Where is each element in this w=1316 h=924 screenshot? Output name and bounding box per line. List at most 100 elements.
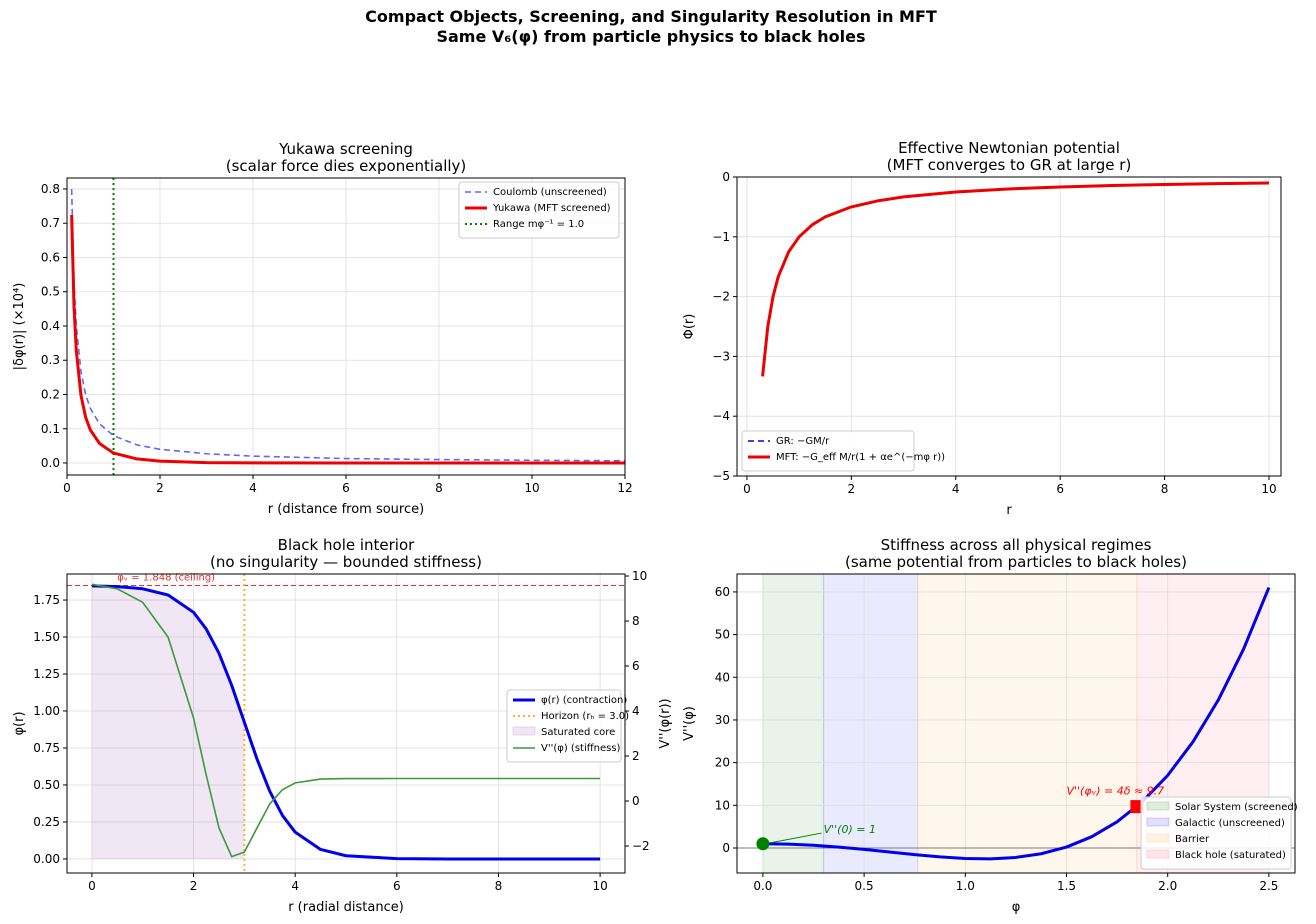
legend-swatch: [512, 726, 536, 736]
panel-p3: φᵥ = 1.848 (ceiling) 0 2 4 6 8 10 0.00 0.25 0.50 0…: [12, 536, 673, 915]
x-tick-label: 10: [1261, 482, 1276, 496]
y-tick-label: 0.6: [41, 250, 60, 264]
y-tick-label: 1.25: [33, 667, 60, 681]
legend-label: Saturated core: [541, 727, 615, 738]
plot-area: [67, 574, 625, 873]
x-axis-label: r (radial distance): [288, 900, 404, 915]
y-tick-label: 0.5: [41, 285, 60, 299]
region-2: [917, 574, 1138, 873]
y-axis-label: Φ(r): [682, 314, 697, 340]
panel-p1: 0 2 4 6 8 10 12 0.0 0.1 0.2 0.3 0.4 0.5 0.6 0.7 0.8 Yuka…: [12, 140, 633, 517]
x-tick-label: 4: [249, 481, 257, 495]
x-tick-label: 2: [190, 879, 198, 893]
series-line-0: [91, 584, 601, 861]
legend-box: [458, 181, 620, 239]
legend-label: Coulomb (unscreened): [493, 187, 607, 198]
y-tick-label: 0: [722, 841, 730, 855]
x-tick-label: 8: [1161, 482, 1169, 496]
y-tick-label: 0.0: [41, 456, 60, 470]
region-1: [823, 574, 919, 873]
legend-box: [741, 430, 915, 472]
legend-label: Barrier: [1175, 834, 1210, 845]
y-tick-label: 60: [715, 585, 730, 599]
y2-tick-label: 0: [632, 794, 640, 808]
legend-label: Solar System (screened): [1175, 802, 1298, 813]
y-tick-label: 1.00: [33, 704, 60, 718]
legend: GR: −GM/r MFT: −G_eff M/r(1 + αe^(−mφ r)): [741, 430, 945, 472]
y-tick-label: −5: [712, 469, 730, 483]
y-axis-label: |δφ(r)| (×10⁴): [12, 283, 27, 371]
y-tick-label: 0.75: [33, 741, 60, 755]
x-tick-label: 2: [848, 482, 856, 496]
legend-swatch: [1146, 833, 1170, 843]
x-tick-label: 2: [156, 481, 164, 495]
annotation-v0: V''(0) = 1: [824, 823, 876, 836]
series-line-1: [761, 181, 1270, 377]
y-tick-label: 0.00: [33, 852, 60, 866]
x-tick-label: 4: [952, 482, 960, 496]
legend-label: φ(r) (contraction): [541, 695, 627, 706]
annotation-vphi: V''(φᵥ) = 4δ ≈ 9.7: [1066, 785, 1164, 798]
ceiling-label: φᵥ = 1.848 (ceiling): [117, 573, 215, 584]
x-tick-label: 12: [617, 481, 632, 495]
y-tick-label: 40: [715, 670, 730, 684]
x-tick-label: 0: [743, 482, 751, 496]
y2-tick-label: 2: [632, 749, 640, 763]
y2-tick-label: 8: [632, 614, 640, 628]
x-tick-label: 6: [393, 879, 401, 893]
panel-title-line2: (no singularity — bounded stiffness): [210, 553, 482, 571]
axes-frame: [66, 573, 626, 874]
y-tick-label: 0.1: [41, 422, 60, 436]
x-tick-label: 2.5: [1259, 879, 1278, 893]
legend: Coulomb (unscreened) Yukawa (MFT screened…: [458, 181, 620, 239]
legend-label: GR: −GM/r: [776, 436, 830, 447]
y2-tick-label: 4: [632, 704, 640, 718]
y-tick-label: 0.8: [41, 182, 60, 196]
x-tick-label: 0.5: [855, 879, 874, 893]
legend-label: Range mφ⁻¹ = 1.0: [493, 219, 584, 230]
x-tick-label: 2.0: [1158, 879, 1177, 893]
panel-title-line1: Yukawa screening: [278, 140, 413, 158]
legend-box: [506, 689, 622, 763]
x-tick-label: 4: [291, 879, 299, 893]
y-axis-label: φ(r): [12, 711, 27, 735]
x-axis-label: r: [1006, 503, 1012, 518]
saturated-core-fill: [91, 585, 245, 859]
y-tick-label: −2: [712, 290, 730, 304]
series-line-1: [91, 583, 601, 858]
axes-frame: [736, 573, 1296, 874]
x-tick-label: 10: [592, 879, 607, 893]
suptitle-line1: Compact Objects, Screening, and Singular…: [365, 7, 937, 26]
y-tick-label: 20: [715, 756, 730, 770]
x-tick-label: 1.0: [956, 879, 975, 893]
y-tick-label: 1.75: [33, 593, 60, 607]
legend-label: Galactic (unscreened): [1175, 818, 1285, 829]
x-tick-label: 0: [63, 481, 71, 495]
axes-frame: [736, 176, 1282, 477]
panel-p4: V''(0) = 1 V''(φᵥ) = 4δ ≈ 9.7 0.0 0.5 1.0 1.5…: [682, 536, 1298, 915]
y2-tick-label: 10: [632, 569, 647, 583]
y-tick-label: 1.50: [33, 630, 60, 644]
legend-label: MFT: −G_eff M/r(1 + αe^(−mφ r)): [776, 452, 945, 463]
legend-swatch: [1146, 849, 1170, 859]
y-tick-label: 50: [715, 628, 730, 642]
y-tick-label: 0.7: [41, 216, 60, 230]
panel-title-line1: Stiffness across all physical regimes: [881, 536, 1152, 554]
legend-label: Black hole (saturated): [1175, 850, 1286, 861]
panel-title-line1: Effective Newtonian potential: [898, 139, 1120, 157]
y2-tick-label: −2: [632, 839, 650, 853]
y-axis-label-right: V''(φ(r)): [658, 698, 673, 748]
x-tick-label: 6: [342, 481, 350, 495]
y2-tick-label: 6: [632, 659, 640, 673]
panel-p2: 0 2 4 6 8 10 0 −1 −2 −3 −4 −5 Effective Newtonian po…: [682, 139, 1282, 518]
y-tick-label: 0.4: [41, 319, 60, 333]
panel-title-line2: (scalar force dies exponentially): [226, 157, 467, 175]
y-tick-label: 0: [722, 170, 730, 184]
legend-label: Yukawa (MFT screened): [492, 203, 611, 214]
series-line-0: [762, 586, 1271, 861]
y-tick-label: 10: [715, 798, 730, 812]
panel-title-line2: (MFT converges to GR at large r): [887, 156, 1132, 174]
y-tick-label: −4: [712, 409, 730, 423]
panel-title-line2: (same potential from particles to black …: [845, 553, 1187, 571]
